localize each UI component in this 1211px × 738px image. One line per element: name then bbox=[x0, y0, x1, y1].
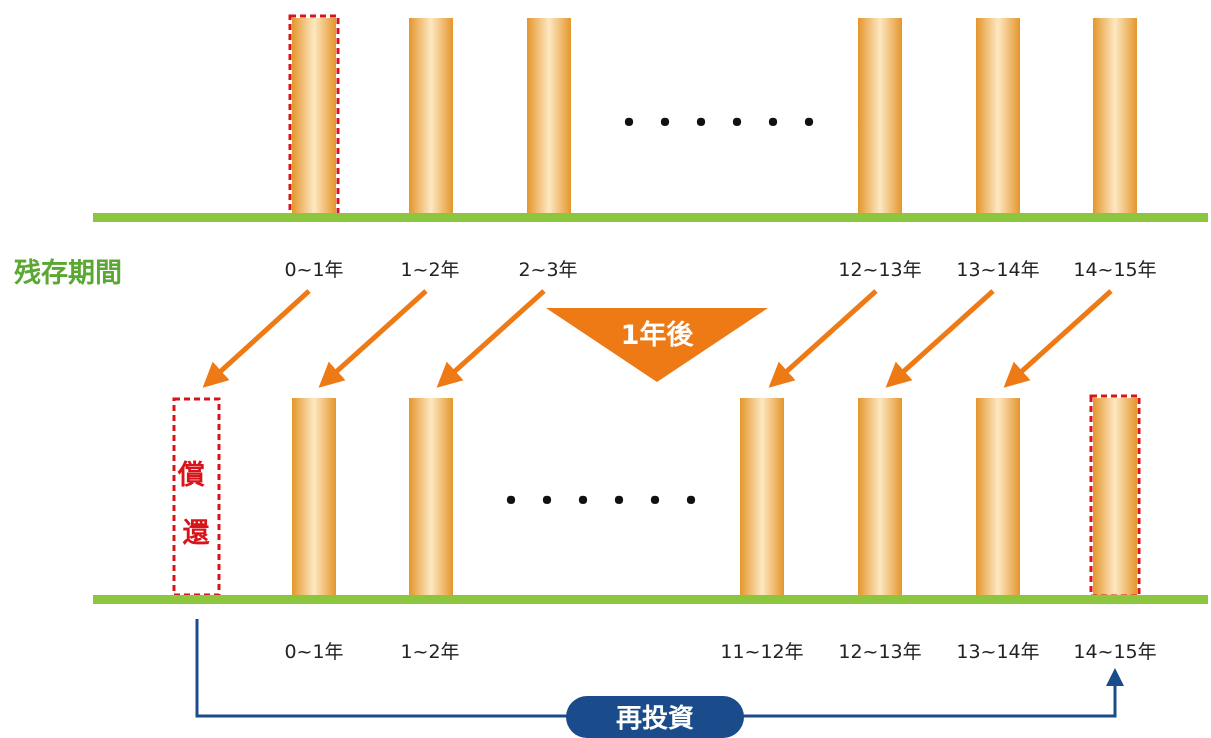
shift-arrow-1 bbox=[318, 289, 428, 388]
top-ellipsis: ・・・・・・ bbox=[612, 104, 828, 144]
bottom-label-4: 13~14年 bbox=[956, 641, 1039, 663]
bottom-bar-13-14 bbox=[976, 398, 1020, 596]
reinvest-label: 再投資 bbox=[616, 704, 694, 734]
one-year-later-arrow bbox=[546, 308, 768, 382]
bottom-bar-11-12 bbox=[740, 398, 784, 596]
top-label-3: 12~13年 bbox=[838, 259, 921, 281]
top-bar-0-1 bbox=[292, 18, 336, 215]
bottom-bar-0-1 bbox=[292, 398, 336, 596]
redeemed-label: 償 還 bbox=[177, 460, 214, 549]
top-baseline bbox=[93, 213, 1208, 222]
bottom-period-labels: 0~1年 1~2年 11~12年 12~13年 13~14年 14~15年 bbox=[284, 641, 1156, 663]
bottom-bar-14-15 bbox=[1093, 398, 1137, 596]
shift-arrow-3 bbox=[768, 289, 878, 388]
top-bar-14-15 bbox=[1093, 18, 1137, 215]
bottom-label-3: 12~13年 bbox=[838, 641, 921, 663]
top-period-labels: 0~1年 1~2年 2~3年 12~13年 13~14年 14~15年 bbox=[284, 259, 1156, 281]
axis-label: 残存期間 bbox=[14, 258, 122, 289]
bottom-label-1: 1~2年 bbox=[400, 641, 459, 663]
top-label-4: 13~14年 bbox=[956, 259, 1039, 281]
shift-arrow-2 bbox=[436, 289, 546, 388]
top-label-0: 0~1年 bbox=[284, 259, 343, 281]
bottom-label-0: 0~1年 bbox=[284, 641, 343, 663]
reinvest-arrowhead bbox=[1106, 668, 1124, 686]
bottom-ellipsis: ・・・・・・ bbox=[494, 482, 710, 522]
one-year-later-label: 1年後 bbox=[621, 319, 695, 351]
top-label-2: 2~3年 bbox=[518, 259, 577, 281]
bottom-bar-1-2 bbox=[409, 398, 453, 596]
bottom-bars bbox=[292, 398, 1137, 596]
top-bar-13-14 bbox=[976, 18, 1020, 215]
bottom-baseline bbox=[93, 595, 1208, 604]
bottom-label-2: 11~12年 bbox=[720, 641, 803, 663]
bottom-bar-12-13 bbox=[858, 398, 902, 596]
shift-arrow-0 bbox=[202, 289, 311, 388]
top-label-5: 14~15年 bbox=[1073, 259, 1156, 281]
top-bars bbox=[292, 18, 1137, 215]
top-bar-1-2 bbox=[409, 18, 453, 215]
reinvest-pill bbox=[566, 696, 744, 738]
top-label-1: 1~2年 bbox=[400, 259, 459, 281]
shift-arrow-4 bbox=[885, 289, 995, 388]
bottom-label-5: 14~15年 bbox=[1073, 641, 1156, 663]
redeemed-box bbox=[172, 397, 221, 597]
shift-arrow-5 bbox=[1003, 289, 1113, 388]
top-bar-12-13 bbox=[858, 18, 902, 215]
shift-arrows bbox=[202, 289, 1113, 388]
top-bar-2-3 bbox=[527, 18, 571, 215]
